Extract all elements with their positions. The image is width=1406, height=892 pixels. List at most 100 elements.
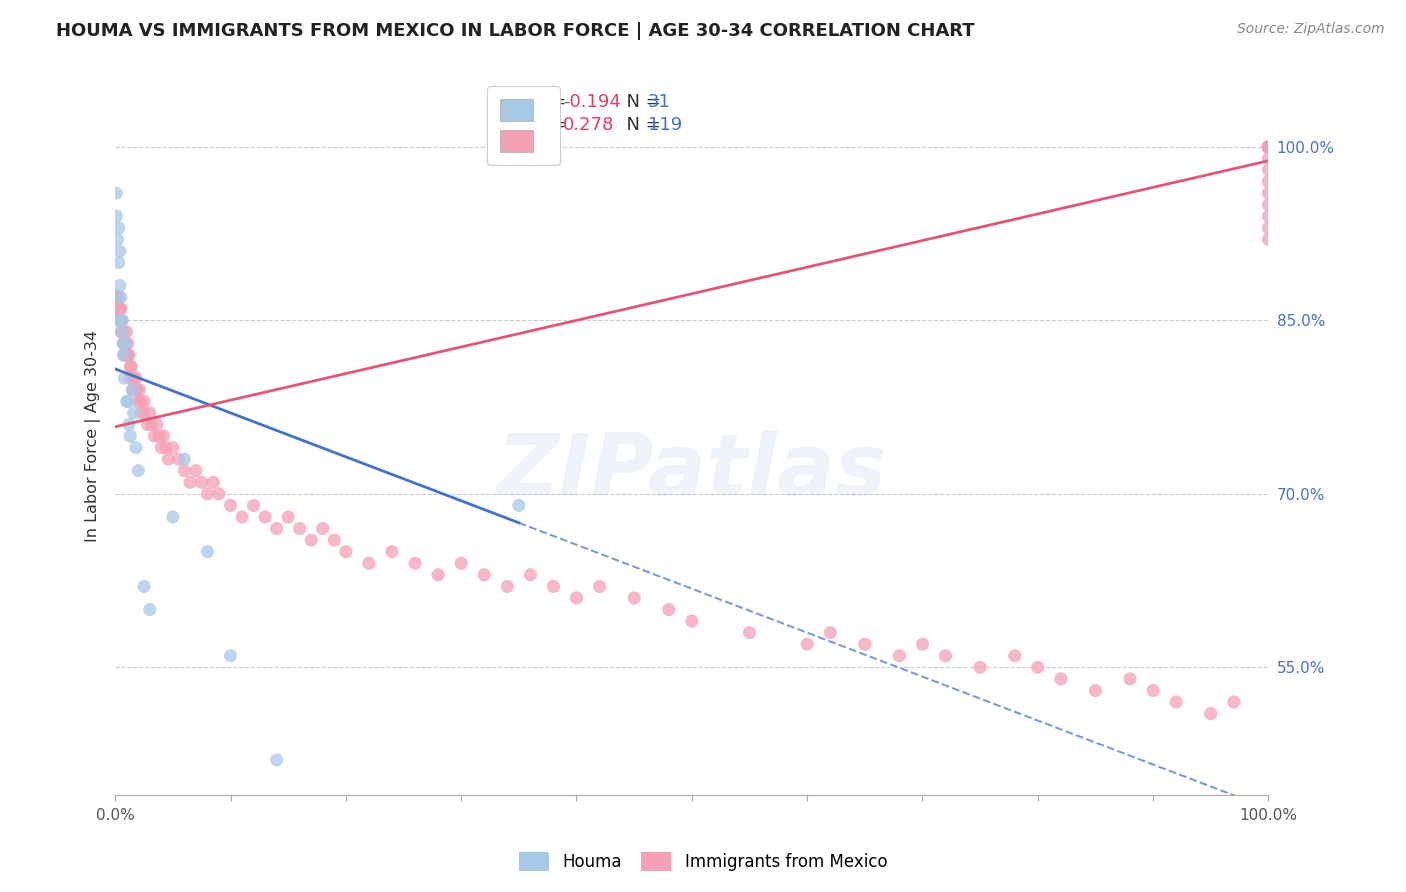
- Point: [299, 533, 322, 548]
- Point: [112, 336, 135, 351]
- Point: [145, 417, 167, 432]
- Point: [121, 371, 143, 385]
- Point: [796, 637, 818, 651]
- Point: [107, 220, 129, 235]
- Point: [150, 441, 173, 455]
- Legend: , : ,: [488, 87, 560, 165]
- Point: [1026, 660, 1049, 674]
- Point: [519, 567, 541, 582]
- Point: [323, 533, 346, 548]
- Point: [108, 301, 131, 316]
- Point: [148, 429, 170, 443]
- Point: [1257, 140, 1279, 154]
- Point: [208, 487, 231, 501]
- Point: [110, 290, 132, 304]
- Text: N =: N =: [614, 116, 666, 134]
- Text: HOUMA VS IMMIGRANTS FROM MEXICO IN LABOR FORCE | AGE 30-34 CORRELATION CHART: HOUMA VS IMMIGRANTS FROM MEXICO IN LABOR…: [56, 22, 974, 40]
- Point: [162, 441, 184, 455]
- Text: R =: R =: [533, 93, 572, 111]
- Point: [105, 186, 128, 200]
- Point: [231, 510, 253, 524]
- Point: [121, 383, 143, 397]
- Point: [658, 602, 681, 616]
- Point: [105, 290, 128, 304]
- Point: [335, 544, 357, 558]
- Point: [911, 637, 934, 651]
- Point: [112, 336, 135, 351]
- Point: [129, 394, 152, 409]
- Point: [131, 406, 153, 420]
- Point: [202, 475, 225, 490]
- Point: [1257, 140, 1279, 154]
- Point: [1050, 672, 1073, 686]
- Point: [738, 625, 761, 640]
- Point: [152, 429, 174, 443]
- Point: [132, 579, 155, 593]
- Point: [508, 499, 530, 513]
- Point: [184, 464, 207, 478]
- Point: [120, 359, 142, 374]
- Point: [357, 556, 380, 570]
- Point: [111, 325, 134, 339]
- Point: [120, 359, 142, 374]
- Point: [125, 441, 148, 455]
- Text: 31: 31: [648, 93, 671, 111]
- Point: [155, 441, 177, 455]
- Point: [111, 313, 134, 327]
- Point: [1257, 175, 1279, 189]
- Point: [1004, 648, 1026, 663]
- Point: [1257, 186, 1279, 200]
- Text: R =: R =: [533, 116, 572, 134]
- Point: [112, 336, 135, 351]
- Point: [108, 244, 131, 258]
- Text: 119: 119: [648, 116, 682, 134]
- Point: [450, 556, 472, 570]
- Text: N =: N =: [614, 93, 666, 111]
- Point: [157, 452, 180, 467]
- Point: [254, 510, 277, 524]
- Point: [124, 383, 146, 397]
- Point: [288, 522, 311, 536]
- Text: ZIPatlas: ZIPatlas: [496, 430, 887, 514]
- Point: [179, 475, 201, 490]
- Point: [277, 510, 299, 524]
- Point: [818, 625, 841, 640]
- Point: [381, 544, 404, 558]
- Point: [173, 464, 195, 478]
- Point: [105, 209, 128, 223]
- Point: [312, 522, 335, 536]
- Point: [118, 417, 141, 432]
- Point: [107, 290, 129, 304]
- Point: [110, 313, 132, 327]
- Point: [143, 429, 166, 443]
- Point: [139, 406, 162, 420]
- Point: [134, 406, 156, 420]
- Point: [1257, 232, 1279, 246]
- Point: [1257, 140, 1279, 154]
- Point: [1142, 683, 1164, 698]
- Point: [681, 614, 703, 628]
- Point: [853, 637, 876, 651]
- Point: [107, 301, 129, 316]
- Point: [128, 383, 150, 397]
- Point: [112, 348, 135, 362]
- Point: [1119, 672, 1142, 686]
- Point: [1257, 140, 1279, 154]
- Point: [266, 753, 288, 767]
- Point: [120, 429, 142, 443]
- Point: [115, 348, 138, 362]
- Point: [117, 394, 139, 409]
- Point: [1257, 220, 1279, 235]
- Point: [112, 371, 135, 385]
- Point: [121, 383, 143, 397]
- Point: [115, 394, 138, 409]
- Point: [136, 417, 159, 432]
- Point: [197, 544, 219, 558]
- Point: [117, 336, 139, 351]
- Point: [588, 579, 610, 593]
- Point: [543, 579, 565, 593]
- Point: [266, 522, 288, 536]
- Point: [125, 371, 148, 385]
- Text: Source: ZipAtlas.com: Source: ZipAtlas.com: [1237, 22, 1385, 37]
- Point: [1257, 197, 1279, 211]
